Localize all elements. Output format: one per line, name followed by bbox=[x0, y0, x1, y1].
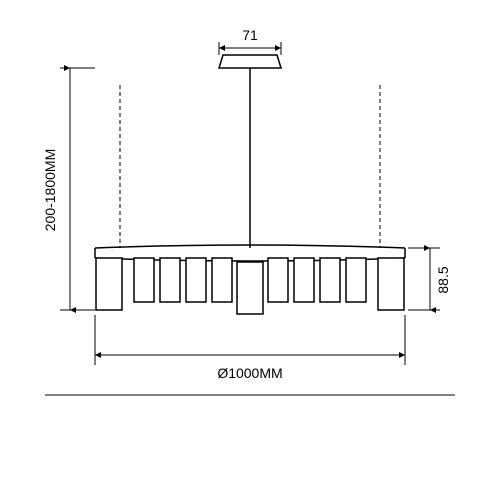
cylinder-large bbox=[378, 258, 404, 310]
cylinders bbox=[96, 258, 404, 314]
cylinder-small bbox=[160, 258, 180, 302]
dim-fixture-height: 88.5 bbox=[408, 248, 451, 310]
height-label: 200-1800MM bbox=[42, 149, 58, 232]
fixture-height-label: 88.5 bbox=[435, 266, 451, 293]
diameter-label: Ø1000MM bbox=[217, 365, 282, 381]
suspension bbox=[120, 68, 380, 248]
cylinder-small bbox=[268, 258, 288, 302]
dim-diameter: Ø1000MM bbox=[95, 315, 405, 381]
cylinder-small bbox=[134, 258, 154, 302]
technical-drawing: 71 200-1800MM bbox=[0, 0, 500, 500]
cylinder-small bbox=[186, 258, 206, 302]
canopy-width-label: 71 bbox=[242, 27, 258, 43]
dim-canopy-width: 71 bbox=[219, 27, 281, 55]
cylinder-small bbox=[212, 258, 232, 302]
dim-height: 200-1800MM bbox=[42, 68, 95, 310]
canopy bbox=[219, 55, 281, 68]
cylinder-large bbox=[96, 258, 122, 310]
cylinder-small bbox=[346, 258, 366, 302]
cylinder-small bbox=[294, 258, 314, 302]
cylinder-center bbox=[237, 262, 263, 314]
cylinder-small bbox=[320, 258, 340, 302]
